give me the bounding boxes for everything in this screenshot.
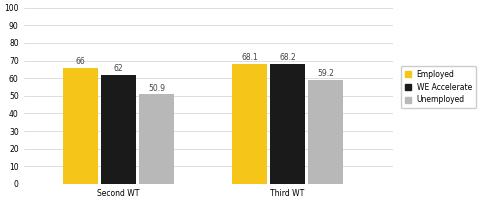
Bar — [232, 64, 267, 184]
Bar — [63, 68, 98, 184]
Bar — [101, 75, 136, 184]
Legend: Employed, WE Accelerate, Unemployed: Employed, WE Accelerate, Unemployed — [401, 66, 476, 108]
Bar — [308, 80, 343, 184]
Text: 59.2: 59.2 — [317, 69, 334, 78]
Text: 62: 62 — [114, 64, 123, 73]
Bar — [270, 64, 305, 184]
Text: 68.2: 68.2 — [279, 53, 296, 62]
Text: 68.1: 68.1 — [241, 54, 258, 62]
Text: 66: 66 — [76, 57, 85, 66]
Bar — [139, 94, 174, 184]
Text: 50.9: 50.9 — [148, 84, 165, 93]
